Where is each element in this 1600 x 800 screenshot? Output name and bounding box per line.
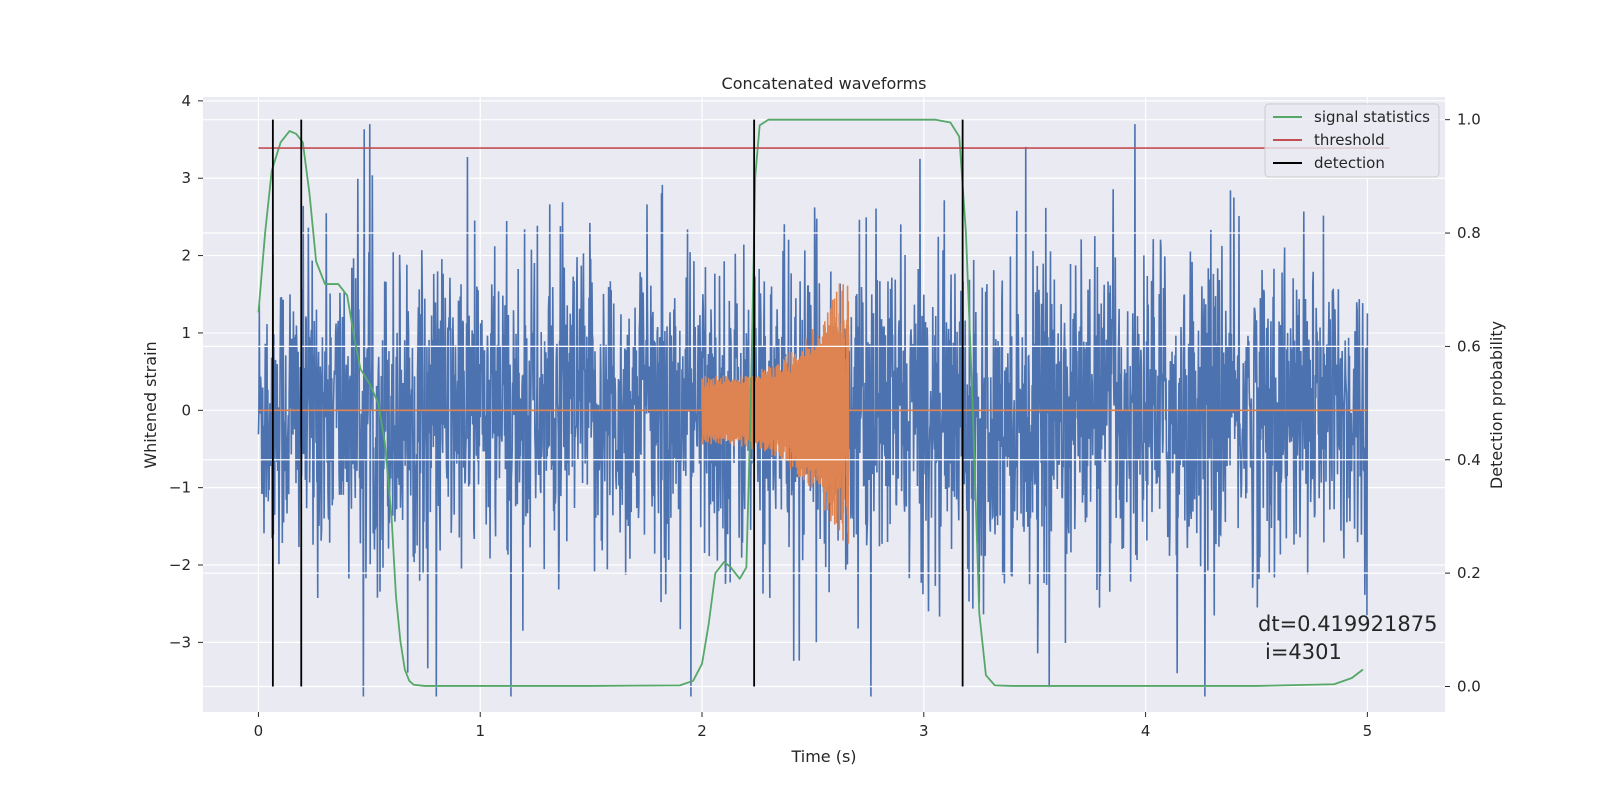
y-tick-label: 0 [181, 401, 191, 419]
signal-statistics-line [257, 118, 1364, 687]
y-tick-label: 3 [181, 169, 191, 187]
y-right-tick-label: 0.4 [1457, 451, 1481, 469]
x-axis-label: Time (s) [790, 747, 856, 766]
y-right-tick-label: 0.0 [1457, 677, 1481, 695]
legend: signal statistics threshold detection [1264, 103, 1440, 178]
y-axis-label: Whitened strain [141, 341, 160, 468]
x-tick-label: 0 [254, 722, 264, 740]
annotation: dt=0.419921875 i=4301 [1258, 612, 1437, 664]
y-tick-label: 1 [181, 324, 191, 342]
legend-label-threshold: threshold [1314, 131, 1385, 149]
legend-box [1264, 103, 1440, 178]
annotation-i: i=4301 [1265, 640, 1342, 664]
overlay-series [257, 118, 1390, 687]
legend-label-signal-statistics: signal statistics [1314, 108, 1430, 126]
chart-title: Concatenated waveforms [722, 74, 927, 93]
series-layer [257, 124, 1369, 697]
y-tick-label: −3 [169, 633, 191, 651]
x-tick-label: 2 [697, 722, 707, 740]
y-right-tick-label: 0.2 [1457, 564, 1481, 582]
y-right-tick-label: 0.6 [1457, 337, 1481, 355]
y-tick-label: 4 [181, 92, 191, 110]
y-tick-label: −1 [169, 479, 191, 497]
y-tick-label: 2 [181, 247, 191, 265]
x-tick-label: 1 [475, 722, 485, 740]
chirp-series-line [258, 283, 1368, 544]
x-tick-label: 3 [919, 722, 929, 740]
ticks-layer: 0 1 2 3 4 5 −3 −2 −1 0 1 2 3 4 0.0 0.2 0.4 0.6 0.8 1.0 [169, 92, 1481, 740]
legend-label-detection: detection [1314, 154, 1385, 172]
y-tick-label: −2 [169, 556, 191, 574]
y-right-tick-label: 0.8 [1457, 224, 1481, 242]
annotation-dt: dt=0.419921875 [1258, 612, 1437, 636]
x-tick-label: 4 [1141, 722, 1151, 740]
y-right-tick-label: 1.0 [1457, 111, 1481, 129]
x-tick-label: 5 [1363, 722, 1373, 740]
y-axis-label-right: Detection probability [1487, 321, 1506, 489]
